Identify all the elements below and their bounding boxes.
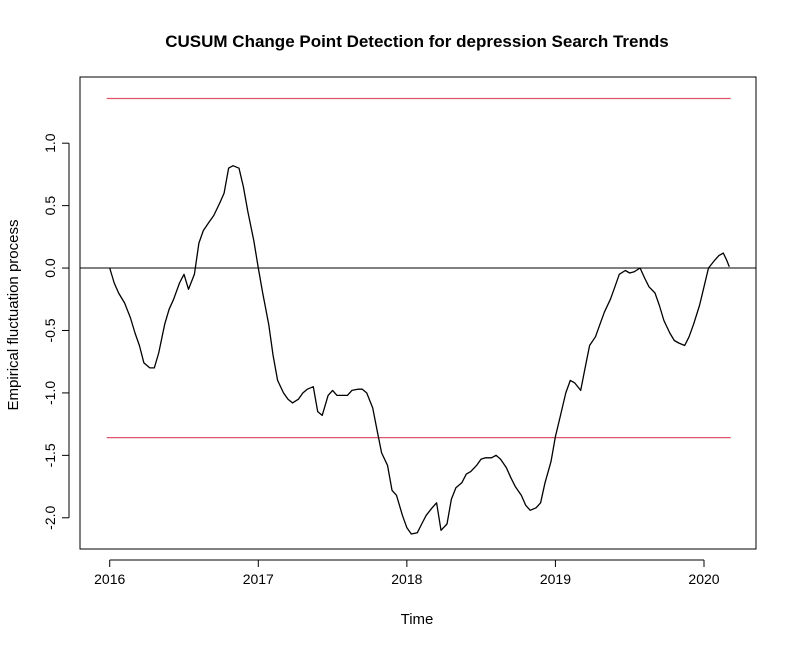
y-tick-label: 0.5 (42, 196, 58, 216)
y-tick-label: -0.5 (42, 318, 58, 342)
y-tick-label: -1.0 (42, 381, 58, 405)
x-tick-label: 2017 (243, 571, 274, 587)
fluctuation-series-line (109, 165, 730, 535)
x-axis-label: Time (401, 611, 434, 628)
x-tick-label: 2020 (688, 571, 719, 587)
y-tick-label: -2.0 (42, 506, 58, 530)
y-axis-label: Empirical fluctuation process (5, 220, 22, 411)
x-axis: 2016 2017 2018 2019 2020 (94, 559, 720, 587)
chart-title: CUSUM Change Point Detection for depress… (165, 32, 668, 51)
boundary-lines (106, 97, 731, 439)
x-tick-label: 2018 (391, 571, 422, 587)
x-tick-label: 2016 (94, 571, 125, 587)
y-tick-label: 0.0 (42, 258, 58, 278)
plot-frame (79, 76, 757, 550)
y-tick-label: -1.5 (42, 443, 58, 467)
x-tick-label: 2019 (540, 571, 571, 587)
y-tick-label: 1.0 (42, 133, 58, 153)
y-axis: -2.0 -1.5 -1.0 -0.5 0.0 0.5 1.0 (42, 133, 70, 530)
